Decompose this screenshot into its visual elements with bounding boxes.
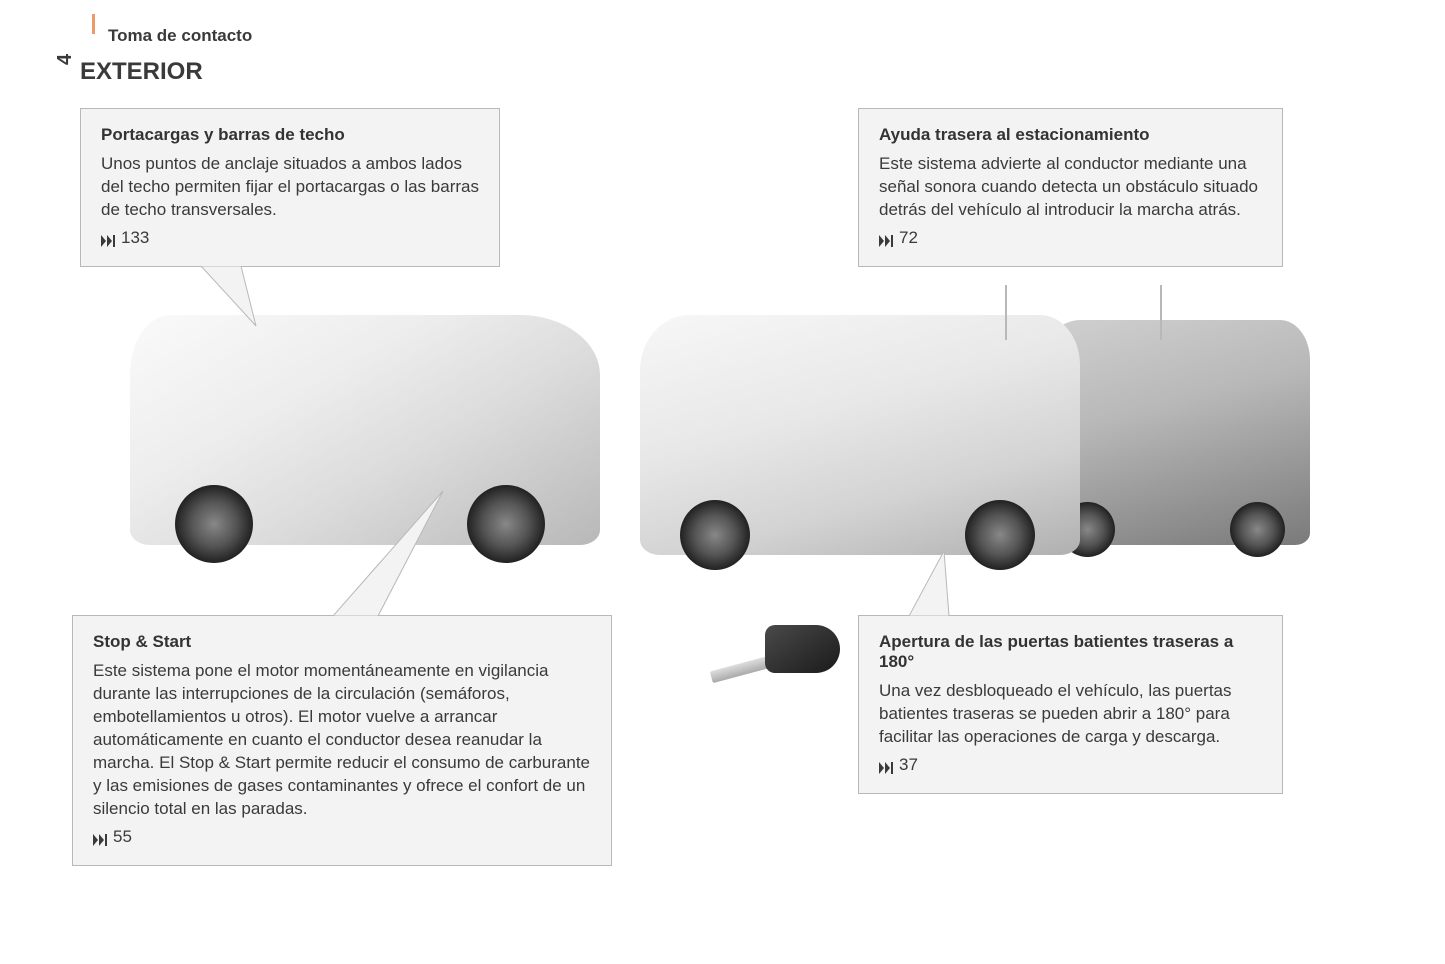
page-ref-icon xyxy=(879,759,893,771)
callout-title: Stop & Start xyxy=(93,632,591,652)
callout-title: Apertura de las puertas batientes traser… xyxy=(879,632,1262,672)
page-ref-icon xyxy=(879,232,893,244)
vehicle-illustration-grey-rear xyxy=(1040,320,1310,545)
callout-body: Unos puntos de anclaje situados a ambos … xyxy=(101,153,479,222)
breadcrumb: Toma de contacto xyxy=(108,26,252,46)
callout-parking-aid: Ayuda trasera al estacionamiento Este si… xyxy=(858,108,1283,267)
page-ref-icon xyxy=(101,232,115,244)
callout-connector xyxy=(1160,285,1162,340)
page-title: EXTERIOR xyxy=(80,58,203,86)
callout-body: Una vez desbloqueado el vehículo, las pu… xyxy=(879,680,1262,749)
callout-body: Este sistema pone el motor momentáneamen… xyxy=(93,660,591,821)
vehicle-illustration-white-rear xyxy=(640,315,1080,555)
callout-title: Ayuda trasera al estacionamiento xyxy=(879,125,1262,145)
page-ref-number: 37 xyxy=(899,755,918,775)
page-ref-icon xyxy=(93,831,107,843)
section-marker xyxy=(92,14,95,34)
page-reference[interactable]: 37 xyxy=(879,755,1262,775)
page-number: 4 xyxy=(54,54,77,65)
page-reference[interactable]: 133 xyxy=(101,228,479,248)
callout-rear-doors: Apertura de las puertas batientes traser… xyxy=(858,615,1283,794)
callout-pointer xyxy=(333,486,453,616)
page-ref-number: 55 xyxy=(113,827,132,847)
page-reference[interactable]: 72 xyxy=(879,228,1262,248)
callout-pointer xyxy=(909,546,979,616)
page-ref-number: 133 xyxy=(121,228,149,248)
callout-title: Portacargas y barras de techo xyxy=(101,125,479,145)
callout-pointer xyxy=(201,266,271,336)
callout-body: Este sistema advierte al conductor media… xyxy=(879,153,1262,222)
callout-roof-rack: Portacargas y barras de techo Unos punto… xyxy=(80,108,500,267)
callout-connector xyxy=(1005,285,1007,340)
page-reference[interactable]: 55 xyxy=(93,827,591,847)
page-ref-number: 72 xyxy=(899,228,918,248)
callout-stop-start: Stop & Start Este sistema pone el motor … xyxy=(72,615,612,866)
key-fob-illustration xyxy=(710,625,840,695)
